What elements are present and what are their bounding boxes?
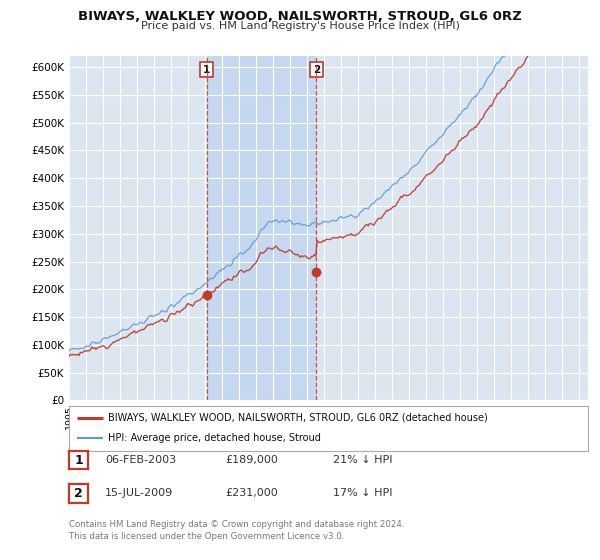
Text: HPI: Average price, detached house, Stroud: HPI: Average price, detached house, Stro… bbox=[108, 433, 321, 444]
Text: 17% ↓ HPI: 17% ↓ HPI bbox=[333, 488, 392, 498]
Text: 06-FEB-2003: 06-FEB-2003 bbox=[105, 455, 176, 465]
Text: 2: 2 bbox=[313, 64, 320, 74]
Text: 21% ↓ HPI: 21% ↓ HPI bbox=[333, 455, 392, 465]
Text: £189,000: £189,000 bbox=[225, 455, 278, 465]
Text: 15-JUL-2009: 15-JUL-2009 bbox=[105, 488, 173, 498]
Text: BIWAYS, WALKLEY WOOD, NAILSWORTH, STROUD, GL6 0RZ: BIWAYS, WALKLEY WOOD, NAILSWORTH, STROUD… bbox=[78, 10, 522, 23]
Bar bbox=[206, 56, 316, 400]
Text: Price paid vs. HM Land Registry's House Price Index (HPI): Price paid vs. HM Land Registry's House … bbox=[140, 21, 460, 31]
Text: BIWAYS, WALKLEY WOOD, NAILSWORTH, STROUD, GL6 0RZ (detached house): BIWAYS, WALKLEY WOOD, NAILSWORTH, STROUD… bbox=[108, 413, 488, 423]
Text: 1: 1 bbox=[203, 64, 210, 74]
Text: 2: 2 bbox=[74, 487, 83, 500]
Text: £231,000: £231,000 bbox=[225, 488, 278, 498]
Text: Contains HM Land Registry data © Crown copyright and database right 2024.
This d: Contains HM Land Registry data © Crown c… bbox=[69, 520, 404, 541]
Text: 1: 1 bbox=[74, 454, 83, 466]
